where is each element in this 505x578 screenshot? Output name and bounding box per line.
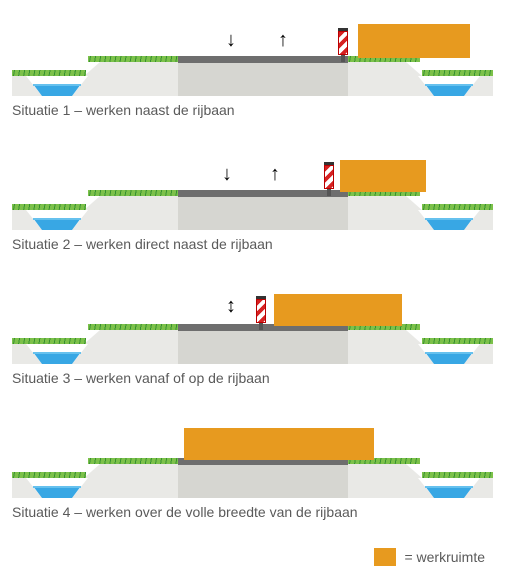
situation-2: ↓↑Situatie 2 – werken direct naast de ri… — [12, 146, 493, 252]
direction-arrow: ↓ — [222, 164, 232, 184]
situation-1: ↓↑Situatie 1 – werken naast de rijbaan — [12, 12, 493, 118]
traffic-barrier — [256, 294, 266, 330]
grass-strip — [422, 338, 493, 344]
workzone — [184, 428, 374, 460]
situation-4: Situatie 4 – werken over de volle breedt… — [12, 414, 493, 520]
direction-arrow: ↑ — [270, 164, 280, 184]
ditch-right — [418, 76, 480, 96]
ditch-right — [418, 210, 480, 230]
ditch-right — [418, 344, 480, 364]
cross-section: ↕ — [12, 280, 493, 364]
grass-strip — [422, 204, 493, 210]
situation-3: ↕ Situatie 3 – werken vanaf of op de rijb… — [12, 280, 493, 386]
legend-swatch — [374, 548, 396, 566]
ditch-left — [26, 478, 88, 498]
legend-label: = werkruimte — [404, 549, 485, 565]
direction-arrow: ↑ — [278, 30, 288, 50]
traffic-barrier — [324, 160, 334, 196]
grass-strip — [88, 190, 178, 196]
grass-strip — [88, 458, 178, 464]
cross-section: ↓↑ — [12, 12, 493, 96]
legend: = werkruimte — [12, 548, 493, 566]
ditch-left — [26, 344, 88, 364]
grass-strip — [12, 70, 86, 76]
workzone — [274, 294, 402, 326]
grass-strip — [422, 70, 493, 76]
grass-strip — [12, 472, 86, 478]
grass-strip — [88, 56, 178, 62]
cross-section: ↓↑ — [12, 146, 493, 230]
ditch-right — [418, 478, 480, 498]
workzone — [340, 160, 426, 192]
ditch-left — [26, 76, 88, 96]
situation-caption: Situatie 2 – werken direct naast de rijb… — [12, 236, 493, 252]
road-surface — [178, 56, 348, 63]
direction-arrow: ↓ — [226, 30, 236, 50]
situation-caption: Situatie 4 – werken over de volle breedt… — [12, 504, 493, 520]
ditch-left — [26, 210, 88, 230]
traffic-barrier — [338, 26, 348, 62]
workzone — [358, 24, 470, 58]
grass-strip — [12, 204, 86, 210]
direction-arrow: ↕ — [226, 296, 236, 316]
grass-strip — [422, 472, 493, 478]
cross-section — [12, 414, 493, 498]
situation-caption: Situatie 3 – werken vanaf of op de rijba… — [12, 370, 493, 386]
grass-strip — [12, 338, 86, 344]
grass-strip — [88, 324, 178, 330]
situation-caption: Situatie 1 – werken naast de rijbaan — [12, 102, 493, 118]
road-surface — [178, 190, 348, 197]
